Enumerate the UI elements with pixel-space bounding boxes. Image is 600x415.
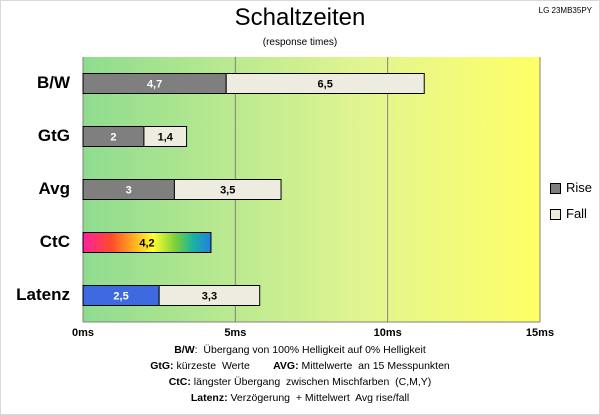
category-label-2: Avg xyxy=(38,178,71,198)
bar-fall-4 xyxy=(158,285,261,306)
x-tick-label-3: 15ms xyxy=(526,327,554,339)
data-label-rise-4: 2,5 xyxy=(113,291,128,303)
footnotes: B/W: Übergang von 100% Helligkeit auf 0%… xyxy=(0,342,600,406)
category-label-3: CtC xyxy=(39,231,70,251)
footnote-line-2: CtC: längster Übergang zwischen Mischfar… xyxy=(0,374,600,390)
chart-subtitle: (response times) xyxy=(262,37,338,48)
data-label-fall-2: 3,5 xyxy=(220,185,235,197)
data-label-rise-3: 4,2 xyxy=(139,238,154,250)
chart-title: Schaltzeiten xyxy=(234,4,366,31)
bar-rise-3 xyxy=(82,232,212,253)
category-label-1: GtG xyxy=(37,125,70,145)
legend-item-rise: Rise xyxy=(550,180,592,195)
bar-fall-1 xyxy=(143,126,188,147)
data-label-fall-1: 1,4 xyxy=(158,132,174,144)
data-label-rise-2: 3 xyxy=(126,185,132,197)
legend-item-fall: Fall xyxy=(550,206,587,221)
data-label-fall-0: 6,5 xyxy=(318,79,333,91)
footnote-key-1-1: AVG: xyxy=(273,360,299,372)
footnote-text-3-0: Verzögerung + Mittelwert Avg rise/fall xyxy=(227,392,410,404)
data-label-rise-0: 4,7 xyxy=(147,79,162,91)
x-tick-label-0: 0ms xyxy=(72,327,94,339)
category-label-0: B/W xyxy=(36,72,70,92)
bar-fall-0 xyxy=(225,73,425,94)
legend-label-fall: Fall xyxy=(566,206,587,221)
footnote-text-1-0: kürzeste Werte xyxy=(173,360,274,372)
footnote-text-2-0: längster Übergang zwischen Mischfarben (… xyxy=(190,376,432,388)
footnote-key-2-0: CtC: xyxy=(168,376,191,388)
footnote-key-3-0: Latenz: xyxy=(190,392,228,404)
x-tick-label-2: 10ms xyxy=(374,327,402,339)
footnote-line-3: Latenz: Verzögerung + Mittelwert Avg ris… xyxy=(0,390,600,406)
legend-swatch-fall xyxy=(550,209,561,221)
footnote-text-0-0: : Übergang von 100% Helligkeit auf 0% He… xyxy=(194,344,426,356)
x-tick-label-1: 5ms xyxy=(224,327,246,339)
data-label-rise-1: 2 xyxy=(110,132,116,144)
footnote-key-0-0: B/W xyxy=(174,344,195,356)
footnote-text-1-1: Mittelwerte an 15 Messpunkten xyxy=(298,360,450,372)
legend-swatch-rise xyxy=(550,183,561,195)
category-label-4: Latenz xyxy=(16,284,70,304)
model-label: LG 23MB35PY xyxy=(538,6,592,15)
footnote-line-0: B/W: Übergang von 100% Helligkeit auf 0%… xyxy=(0,342,600,358)
footnote-key-1-0: GtG: xyxy=(150,360,174,372)
footnote-line-1: GtG: kürzeste Werte AVG: Mittelwerte an … xyxy=(0,358,600,374)
bar-fall-2 xyxy=(173,179,282,200)
data-label-fall-4: 3,3 xyxy=(202,291,217,303)
legend-label-rise: Rise xyxy=(566,180,593,195)
